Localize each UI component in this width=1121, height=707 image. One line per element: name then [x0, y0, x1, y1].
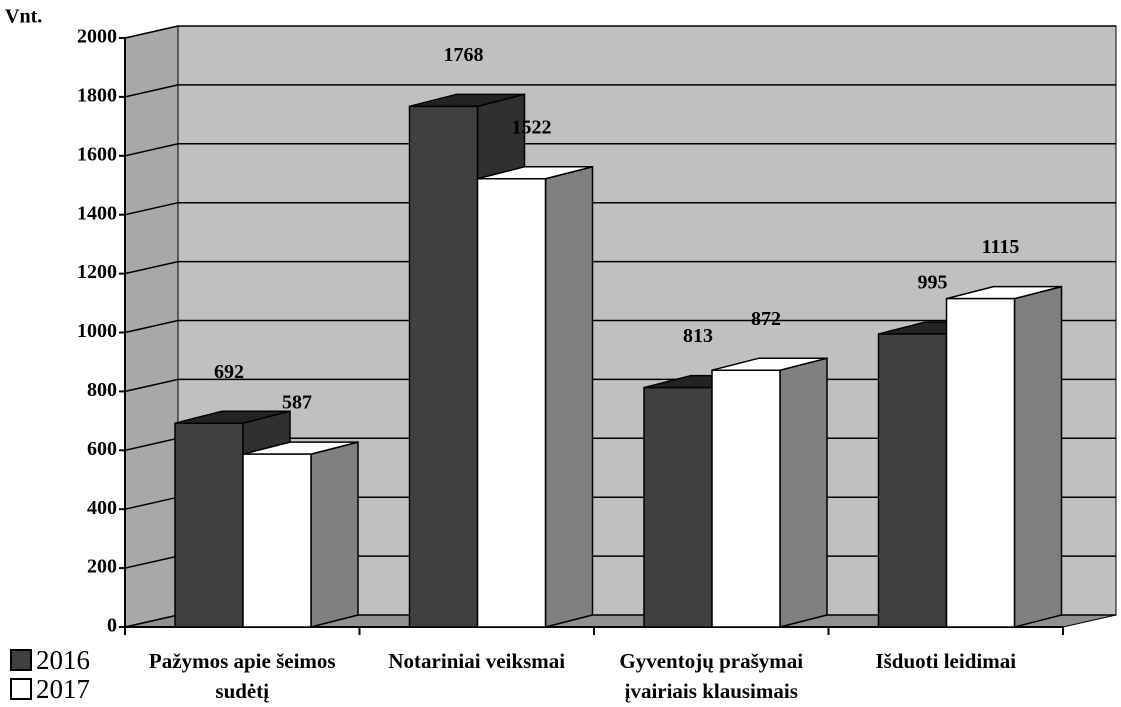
bar-front: [877, 333, 948, 628]
value-label: 872: [751, 308, 781, 330]
y-tick-label: 400: [87, 497, 117, 519]
y-tick-label: 1800: [77, 84, 117, 106]
legend-item: 2016: [10, 646, 90, 674]
x-tick-label: Notariniai veiksmai: [388, 649, 566, 673]
bar-side: [1013, 285, 1063, 628]
value-label: 587: [282, 392, 312, 414]
bar: [945, 285, 1063, 628]
bar-front: [408, 105, 479, 628]
bar-front: [643, 386, 713, 628]
value-label: 813: [683, 325, 713, 347]
bar-front: [242, 453, 312, 628]
y-tick-label: 1400: [77, 202, 117, 224]
x-tick-label: Gyventojų prašymai įvairiais klausimais: [619, 649, 804, 703]
legend-swatch: [10, 649, 32, 671]
y-tick-label: 600: [87, 438, 117, 460]
y-tick-label: 1600: [77, 143, 117, 165]
grid-line: [124, 260, 1116, 275]
value-label: 1115: [982, 236, 1020, 258]
y-tick-label: 2000: [77, 26, 117, 48]
value-label: 1768: [444, 44, 484, 66]
x-tick-label: Pažymos apie šeimos sudėtį: [148, 649, 336, 703]
bar-front: [945, 297, 1016, 628]
bar-front: [174, 422, 244, 628]
legend-label: 2016: [36, 645, 90, 675]
value-label: 692: [214, 361, 244, 383]
y-tick-label: 800: [87, 379, 117, 401]
bar: [711, 357, 828, 628]
bar-front: [476, 178, 547, 628]
bar: [242, 441, 359, 628]
bar-side: [779, 357, 828, 628]
legend-item: 2017: [10, 675, 90, 703]
grid-line: [124, 143, 1116, 157]
value-label: 1522: [512, 116, 552, 138]
bar-front: [711, 369, 781, 628]
y-tick-label: 200: [87, 556, 117, 578]
y-tick-label: 0: [107, 615, 117, 637]
grid-line: [124, 201, 1116, 216]
y-tick-label: 1200: [77, 261, 117, 283]
bar-side: [544, 165, 594, 628]
y-tick-label: 1000: [77, 320, 117, 342]
x-tick-label: Išduoti leidimai: [875, 649, 1017, 673]
grid-line: [124, 84, 1116, 98]
legend-swatch: [10, 678, 32, 700]
value-label: 995: [918, 272, 948, 294]
bar: [476, 165, 594, 628]
grid-line: [124, 319, 1116, 334]
y-axis-label: Vnt.: [5, 6, 42, 28]
grid-line: [124, 25, 1116, 39]
bar-side: [310, 441, 359, 628]
legend-label: 2017: [36, 674, 90, 704]
